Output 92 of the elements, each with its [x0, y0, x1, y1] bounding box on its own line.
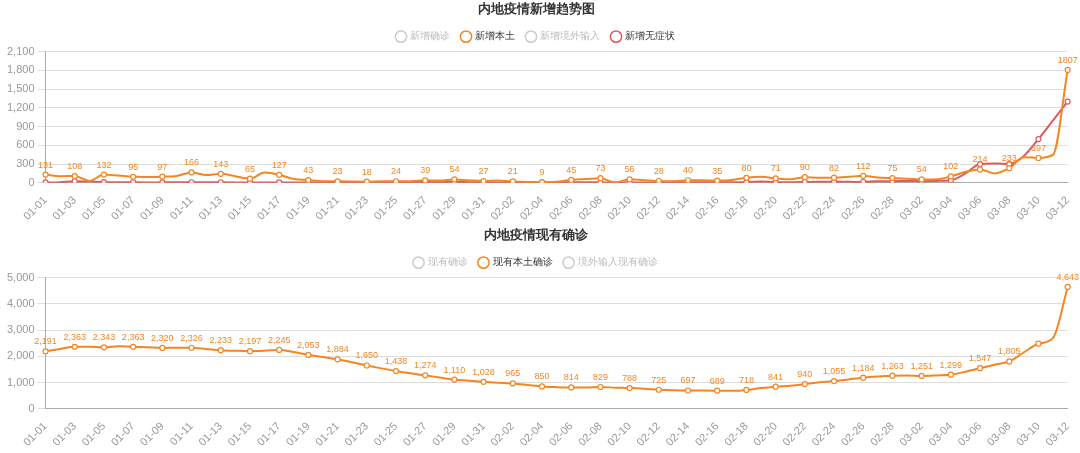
data-label: 2,363: [121, 331, 145, 342]
data-label: 40: [683, 165, 694, 176]
y-tick-label: 1,800: [7, 63, 35, 76]
data-label: 23: [332, 166, 343, 177]
data-label: 397: [1030, 142, 1046, 153]
data-label: 1,055: [822, 366, 846, 377]
data-label: 143: [213, 158, 229, 169]
y-tick-label: 1,500: [7, 82, 35, 95]
data-label: 9: [539, 167, 545, 178]
data-label: 54: [916, 164, 927, 175]
data-label: 73: [595, 163, 606, 174]
data-label: 1,547: [968, 353, 992, 364]
data-label: 102: [943, 161, 959, 172]
data-label: 4,643: [1056, 271, 1079, 282]
data-label: 54: [449, 164, 460, 175]
data-label: 71: [770, 163, 781, 174]
data-label: 97: [157, 161, 168, 172]
data-label: 166: [184, 157, 200, 168]
data-label: 65: [244, 163, 255, 174]
data-label: 1,805: [997, 346, 1021, 357]
data-label: 108: [67, 161, 83, 172]
data-label: 28: [653, 166, 664, 177]
data-label: 131: [38, 159, 54, 170]
data-label: 1,110: [443, 364, 466, 375]
data-label: 27: [478, 166, 489, 177]
data-label: 127: [271, 159, 287, 170]
legend-label: 现有确诊: [427, 256, 468, 268]
legend-label: 新增无症状: [625, 30, 675, 42]
data-label: 2,326: [180, 332, 203, 343]
data-label: 35: [712, 165, 723, 176]
data-label: 39: [420, 165, 431, 176]
data-label: 2,363: [63, 331, 86, 342]
data-label: 850: [534, 371, 550, 382]
data-label: 24: [390, 166, 401, 177]
y-tick-label: 1,000: [7, 375, 35, 388]
data-label: 80: [741, 162, 752, 173]
data-label: 2,233: [209, 335, 233, 346]
y-tick-label: 600: [16, 138, 35, 151]
data-label: 112: [856, 160, 871, 171]
chart-title: 内地疫情新增趋势图: [477, 1, 595, 17]
y-tick-label: 4,000: [7, 296, 35, 309]
data-label: 56: [624, 164, 635, 175]
data-label: 82: [829, 162, 840, 173]
data-label: 43: [303, 165, 314, 176]
data-label: 1807: [1057, 54, 1078, 65]
y-tick-label: 5,000: [7, 270, 35, 283]
data-label: 2,191: [34, 336, 57, 347]
data-label: 2,343: [92, 332, 116, 343]
data-label: 45: [566, 164, 577, 175]
data-label: 1,884: [326, 344, 349, 355]
data-label: 725: [651, 374, 667, 385]
y-tick-label: 3,000: [7, 323, 35, 336]
data-label: 1,438: [384, 356, 408, 367]
data-label: 1,028: [472, 366, 495, 377]
data-label: 841: [768, 371, 784, 382]
data-label: 95: [128, 161, 139, 172]
y-tick-label: 1,200: [7, 100, 35, 113]
data-label: 814: [563, 372, 579, 383]
y-tick-label: 2,100: [7, 44, 35, 57]
data-label: 718: [738, 374, 754, 385]
data-label: 132: [96, 159, 112, 170]
data-label: 90: [799, 162, 810, 173]
data-label: 2,320: [151, 332, 174, 343]
data-label: 2,197: [238, 336, 262, 347]
data-label: 75: [887, 163, 898, 174]
data-label: 2,245: [267, 334, 291, 345]
data-label: 788: [622, 373, 638, 384]
legend-label: 新增确诊: [410, 30, 450, 42]
data-label: 1,650: [355, 350, 379, 361]
data-label: 697: [680, 375, 696, 386]
y-tick-label: 900: [16, 119, 35, 132]
data-label: 214: [972, 154, 988, 165]
data-label: 18: [361, 166, 372, 177]
legend-label: 新增本土: [475, 30, 515, 42]
data-label: 965: [505, 368, 521, 379]
data-label: 1,263: [881, 360, 904, 371]
y-tick-label: 300: [16, 157, 35, 170]
data-label: 2,053: [297, 339, 320, 350]
data-label: 1,299: [939, 359, 963, 370]
data-label: 940: [797, 369, 813, 380]
data-label: 21: [507, 166, 518, 177]
chart-title: 内地疫情现有确诊: [484, 227, 589, 243]
legend-label: 现有本土确诊: [492, 256, 553, 268]
data-label: 1,184: [851, 362, 875, 373]
data-label: 829: [592, 372, 608, 383]
y-tick-label: 2,000: [7, 349, 35, 362]
data-label: 1,274: [413, 360, 437, 371]
y-tick-label: 0: [28, 401, 35, 414]
data-label: 233: [1001, 153, 1017, 164]
y-tick-label: 0: [28, 175, 35, 188]
data-label: 689: [709, 375, 725, 386]
data-label: 1,251: [910, 360, 933, 371]
